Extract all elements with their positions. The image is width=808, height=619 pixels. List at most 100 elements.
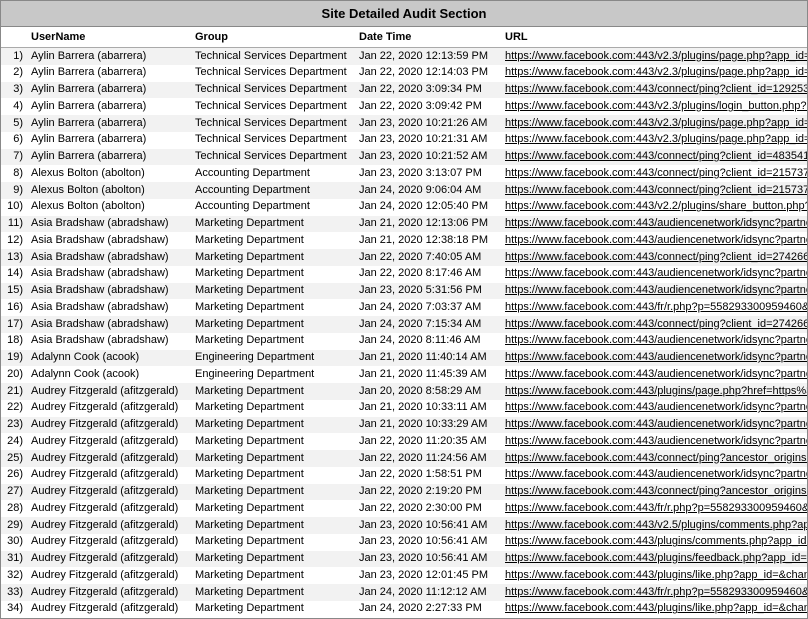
table-row[interactable]: 3)Aylin Barrera (abarrera)Technical Serv…	[1, 82, 807, 99]
row-url[interactable]: https://www.facebook.com:443/connect/pin…	[501, 182, 807, 199]
table-row[interactable]: 2)Aylin Barrera (abarrera)Technical Serv…	[1, 65, 807, 82]
row-index: 22)	[1, 400, 27, 417]
table-row[interactable]: 17)Asia Bradshaw (abradshaw)Marketing De…	[1, 316, 807, 333]
audit-table-container: Site Detailed Audit Section UserName Gro…	[0, 0, 808, 619]
row-url[interactable]: https://www.facebook.com:443/v2.3/plugin…	[501, 98, 807, 115]
col-header-index[interactable]	[1, 27, 27, 48]
row-url[interactable]: https://www.facebook.com:443/audiencenet…	[501, 216, 807, 233]
row-index: 14)	[1, 266, 27, 283]
row-group: Technical Services Department	[191, 98, 355, 115]
row-datetime: Jan 23, 2020 5:31:56 PM	[355, 283, 501, 300]
table-row[interactable]: 15)Asia Bradshaw (abradshaw)Marketing De…	[1, 283, 807, 300]
row-url[interactable]: https://www.facebook.com:443/audiencenet…	[501, 266, 807, 283]
table-row[interactable]: 19)Adalynn Cook (acook)Engineering Depar…	[1, 350, 807, 367]
row-url[interactable]: https://www.facebook.com:443/audiencenet…	[501, 467, 807, 484]
row-url[interactable]: https://www.facebook.com:443/audiencenet…	[501, 283, 807, 300]
table-row[interactable]: 31)Audrey Fitzgerald (afitzgerald)Market…	[1, 551, 807, 568]
row-index: 8)	[1, 165, 27, 182]
row-url[interactable]: https://www.facebook.com:443/connect/pin…	[501, 165, 807, 182]
table-row[interactable]: 27)Audrey Fitzgerald (afitzgerald)Market…	[1, 484, 807, 501]
row-url[interactable]: https://www.facebook.com:443/plugins/pag…	[501, 383, 807, 400]
row-username: Audrey Fitzgerald (afitzgerald)	[27, 534, 191, 551]
row-index: 7)	[1, 149, 27, 166]
row-url[interactable]: https://www.facebook.com:443/audiencenet…	[501, 232, 807, 249]
table-row[interactable]: 8)Alexus Bolton (abolton)Accounting Depa…	[1, 165, 807, 182]
row-datetime: Jan 23, 2020 10:56:41 AM	[355, 517, 501, 534]
table-row[interactable]: 6)Aylin Barrera (abarrera)Technical Serv…	[1, 132, 807, 149]
row-url[interactable]: https://www.facebook.com:443/connect/pin…	[501, 484, 807, 501]
row-index: 31)	[1, 551, 27, 568]
table-row[interactable]: 34)Audrey Fitzgerald (afitzgerald)Market…	[1, 601, 807, 618]
table-row[interactable]: 21)Audrey Fitzgerald (afitzgerald)Market…	[1, 383, 807, 400]
row-url[interactable]: https://www.facebook.com:443/fr/r.php?p=…	[501, 584, 807, 601]
table-row[interactable]: 16)Asia Bradshaw (abradshaw)Marketing De…	[1, 299, 807, 316]
row-url[interactable]: https://www.facebook.com:443/connect/pin…	[501, 249, 807, 266]
row-datetime: Jan 22, 2020 2:30:00 PM	[355, 500, 501, 517]
table-row[interactable]: 11)Asia Bradshaw (abradshaw)Marketing De…	[1, 216, 807, 233]
row-url[interactable]: https://www.facebook.com:443/plugins/lik…	[501, 601, 807, 618]
row-datetime: Jan 24, 2020 2:27:33 PM	[355, 601, 501, 618]
table-row[interactable]: 25)Audrey Fitzgerald (afitzgerald)Market…	[1, 450, 807, 467]
table-row[interactable]: 23)Audrey Fitzgerald (afitzgerald)Market…	[1, 417, 807, 434]
row-url[interactable]: https://www.facebook.com:443/connect/pin…	[501, 316, 807, 333]
audit-table: UserName Group Date Time URL 1)Aylin Bar…	[1, 27, 807, 618]
table-row[interactable]: 7)Aylin Barrera (abarrera)Technical Serv…	[1, 149, 807, 166]
table-row[interactable]: 22)Audrey Fitzgerald (afitzgerald)Market…	[1, 400, 807, 417]
row-url[interactable]: https://www.facebook.com:443/audiencenet…	[501, 400, 807, 417]
row-url[interactable]: https://www.facebook.com:443/audiencenet…	[501, 350, 807, 367]
row-url[interactable]: https://www.facebook.com:443/plugins/com…	[501, 534, 807, 551]
col-header-group[interactable]: Group	[191, 27, 355, 48]
col-header-url[interactable]: URL	[501, 27, 807, 48]
row-url[interactable]: https://www.facebook.com:443/v2.3/plugin…	[501, 132, 807, 149]
row-group: Technical Services Department	[191, 65, 355, 82]
col-header-username[interactable]: UserName	[27, 27, 191, 48]
row-url[interactable]: https://www.facebook.com:443/plugins/lik…	[501, 567, 807, 584]
table-row[interactable]: 26)Audrey Fitzgerald (afitzgerald)Market…	[1, 467, 807, 484]
col-header-datetime[interactable]: Date Time	[355, 27, 501, 48]
row-username: Alexus Bolton (abolton)	[27, 165, 191, 182]
row-url[interactable]: https://www.facebook.com:443/v2.3/plugin…	[501, 48, 807, 65]
row-url[interactable]: https://www.facebook.com:443/connect/pin…	[501, 149, 807, 166]
table-row[interactable]: 5)Aylin Barrera (abarrera)Technical Serv…	[1, 115, 807, 132]
row-datetime: Jan 21, 2020 12:38:18 PM	[355, 232, 501, 249]
row-url[interactable]: https://www.facebook.com:443/audiencenet…	[501, 333, 807, 350]
table-row[interactable]: 12)Asia Bradshaw (abradshaw)Marketing De…	[1, 232, 807, 249]
table-row[interactable]: 1)Aylin Barrera (abarrera)Technical Serv…	[1, 48, 807, 65]
row-group: Marketing Department	[191, 467, 355, 484]
row-datetime: Jan 22, 2020 2:19:20 PM	[355, 484, 501, 501]
row-url[interactable]: https://www.facebook.com:443/audiencenet…	[501, 366, 807, 383]
row-index: 3)	[1, 82, 27, 99]
row-url[interactable]: https://www.facebook.com:443/audiencenet…	[501, 417, 807, 434]
row-url[interactable]: https://www.facebook.com:443/v2.5/plugin…	[501, 517, 807, 534]
row-url[interactable]: https://www.facebook.com:443/audiencenet…	[501, 433, 807, 450]
table-row[interactable]: 33)Audrey Fitzgerald (afitzgerald)Market…	[1, 584, 807, 601]
table-row[interactable]: 9)Alexus Bolton (abolton)Accounting Depa…	[1, 182, 807, 199]
table-row[interactable]: 20)Adalynn Cook (acook)Engineering Depar…	[1, 366, 807, 383]
row-url[interactable]: https://www.facebook.com:443/connect/pin…	[501, 450, 807, 467]
row-index: 13)	[1, 249, 27, 266]
table-row[interactable]: 18)Asia Bradshaw (abradshaw)Marketing De…	[1, 333, 807, 350]
table-row[interactable]: 32)Audrey Fitzgerald (afitzgerald)Market…	[1, 567, 807, 584]
row-datetime: Jan 21, 2020 10:33:11 AM	[355, 400, 501, 417]
table-row[interactable]: 13)Asia Bradshaw (abradshaw)Marketing De…	[1, 249, 807, 266]
table-row[interactable]: 30)Audrey Fitzgerald (afitzgerald)Market…	[1, 534, 807, 551]
row-datetime: Jan 23, 2020 3:13:07 PM	[355, 165, 501, 182]
row-url[interactable]: https://www.facebook.com:443/fr/r.php?p=…	[501, 500, 807, 517]
row-url[interactable]: https://www.facebook.com:443/fr/r.php?p=…	[501, 299, 807, 316]
row-url[interactable]: https://www.facebook.com:443/plugins/fee…	[501, 551, 807, 568]
row-url[interactable]: https://www.facebook.com:443/v2.2/plugin…	[501, 199, 807, 216]
row-url[interactable]: https://www.facebook.com:443/connect/pin…	[501, 82, 807, 99]
row-index: 15)	[1, 283, 27, 300]
table-row[interactable]: 24)Audrey Fitzgerald (afitzgerald)Market…	[1, 433, 807, 450]
row-username: Adalynn Cook (acook)	[27, 350, 191, 367]
table-row[interactable]: 4)Aylin Barrera (abarrera)Technical Serv…	[1, 98, 807, 115]
table-row[interactable]: 28)Audrey Fitzgerald (afitzgerald)Market…	[1, 500, 807, 517]
table-row[interactable]: 10)Alexus Bolton (abolton)Accounting Dep…	[1, 199, 807, 216]
row-username: Audrey Fitzgerald (afitzgerald)	[27, 601, 191, 618]
row-url[interactable]: https://www.facebook.com:443/v2.3/plugin…	[501, 115, 807, 132]
row-group: Marketing Department	[191, 333, 355, 350]
row-index: 12)	[1, 232, 27, 249]
row-url[interactable]: https://www.facebook.com:443/v2.3/plugin…	[501, 65, 807, 82]
table-row[interactable]: 14)Asia Bradshaw (abradshaw)Marketing De…	[1, 266, 807, 283]
table-row[interactable]: 29)Audrey Fitzgerald (afitzgerald)Market…	[1, 517, 807, 534]
